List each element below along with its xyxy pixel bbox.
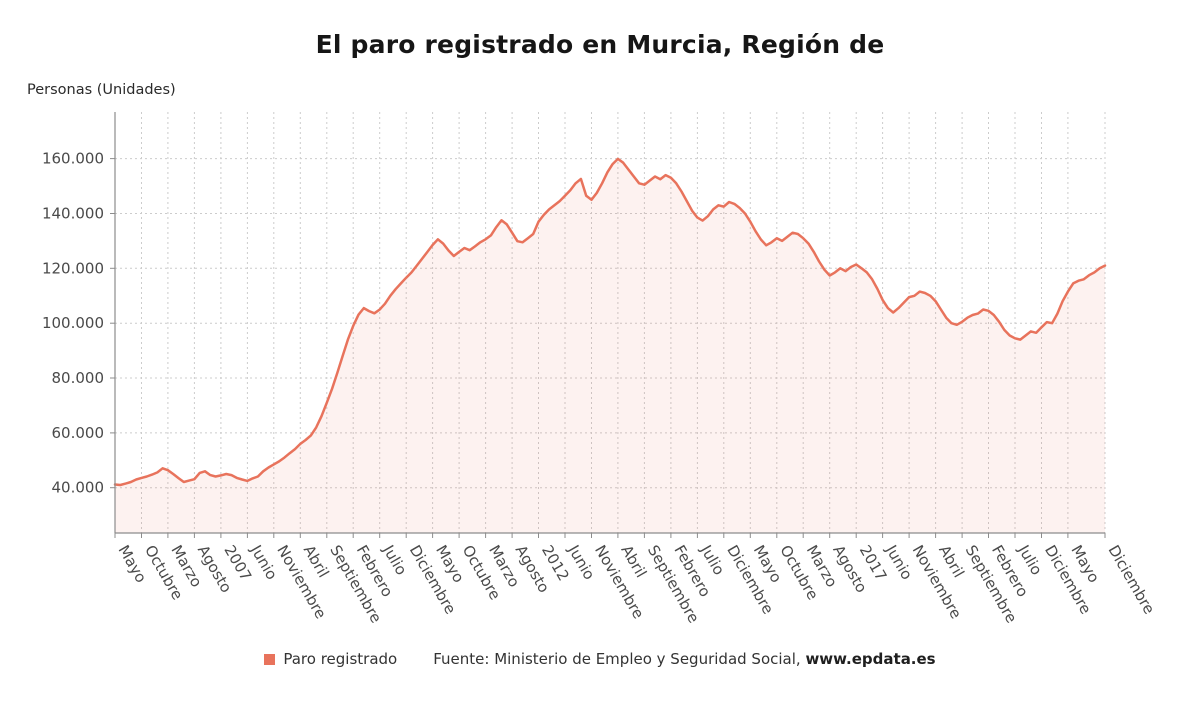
source-text: Fuente: Ministerio de Empleo y Seguridad… [433, 650, 935, 668]
y-tick-label: 40.000 [52, 479, 105, 497]
legend-swatch-icon [264, 653, 276, 665]
source-link[interactable]: www.epdata.es [805, 650, 936, 668]
y-tick-label: 60.000 [52, 424, 105, 442]
chart-title: El paro registrado en Murcia, Región de [315, 30, 885, 59]
y-tick-label: 160.000 [42, 150, 104, 168]
y-tick-label: 100.000 [42, 314, 104, 332]
y-tick-labels: 40.000 60.000 80.000 100.000 120.000 140.000 1… [42, 150, 115, 497]
x-tick-label: Diciembre [1105, 542, 1159, 617]
y-tick-label: 80.000 [52, 369, 105, 387]
series-line [113, 157, 1107, 487]
legend: Paro registrado Fuente: Ministerio de Em… [0, 650, 1200, 668]
legend-series-label: Paro registrado [283, 650, 398, 668]
y-axis-unit-label: Personas (Unidades) [27, 82, 176, 98]
source-prefix: Fuente: Ministerio de Empleo y Seguridad… [433, 650, 806, 668]
y-tick-label: 120.000 [42, 259, 104, 277]
x-tick-labels: MayoOctubreMarzoAgosto2007JunioNoviembre… [114, 533, 1159, 626]
series-area [115, 158, 1105, 533]
y-tick-label: 140.000 [42, 205, 104, 223]
